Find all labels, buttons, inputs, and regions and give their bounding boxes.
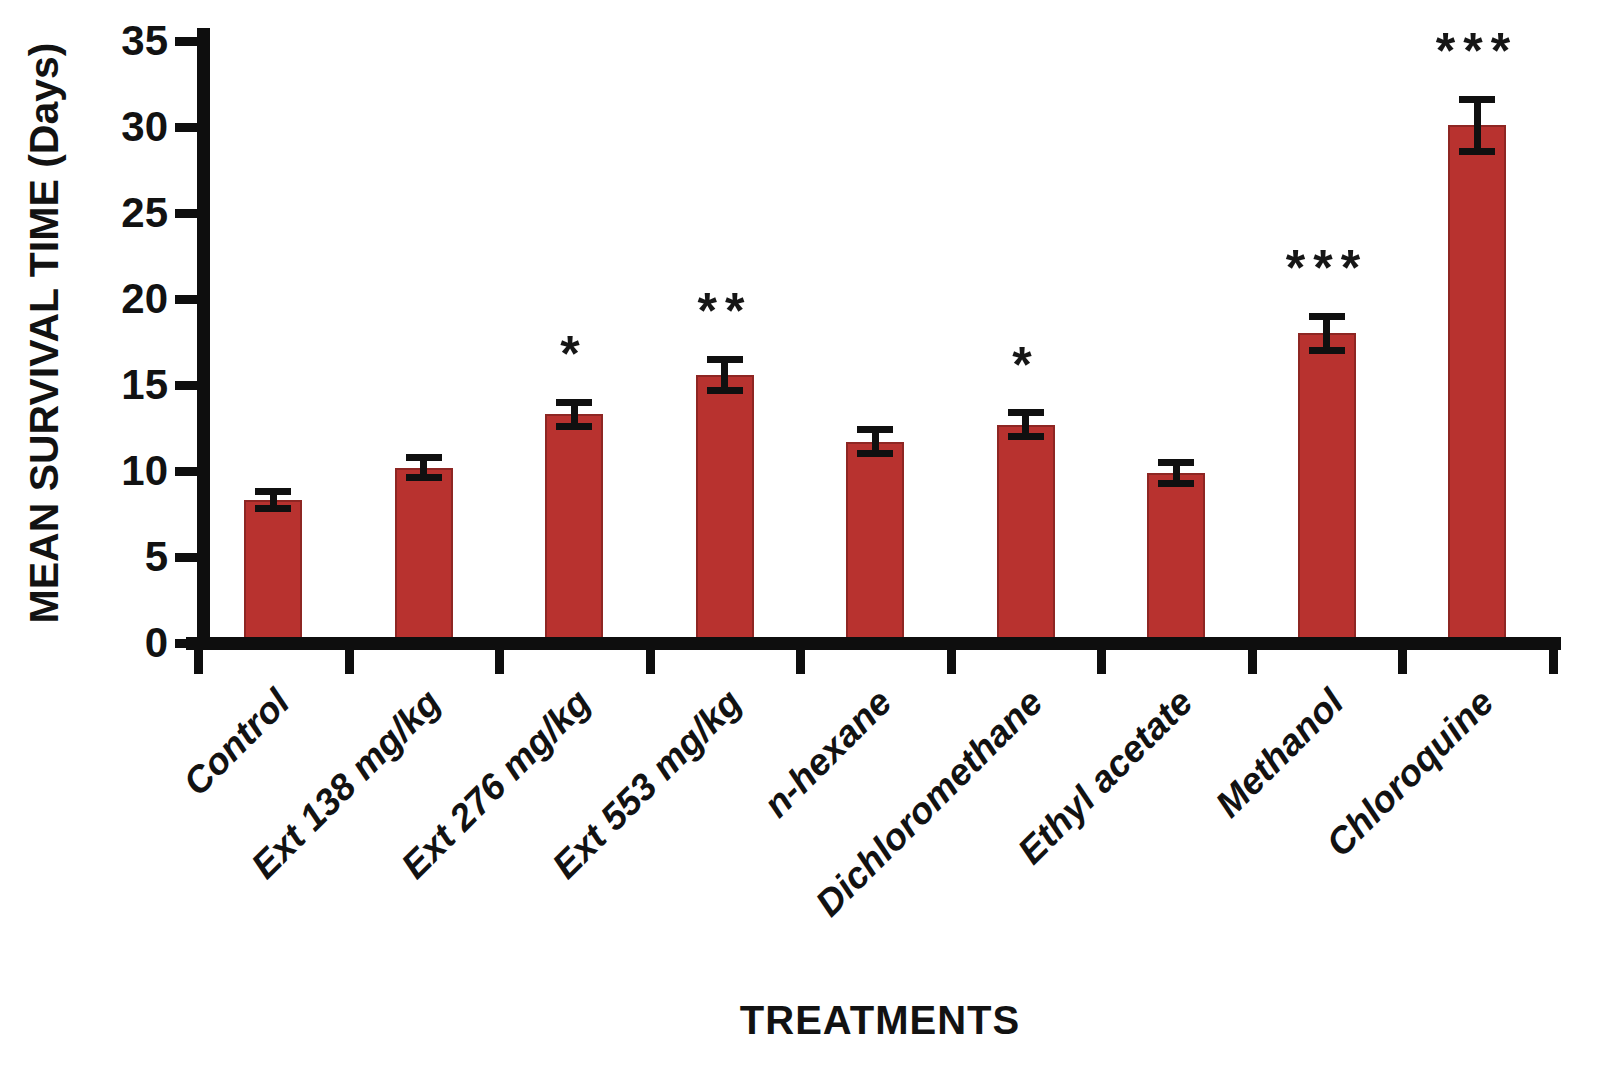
y-tick — [175, 381, 199, 390]
y-tick — [175, 639, 199, 648]
y-tick — [175, 123, 199, 132]
error-bar-cap-bottom — [857, 450, 893, 457]
error-bar-cap-bottom — [1008, 433, 1044, 440]
bar — [395, 468, 453, 641]
error-bar-cap-bottom — [1309, 347, 1345, 354]
y-tick — [175, 209, 199, 218]
y-tick-label: 35 — [28, 15, 168, 67]
error-bar-cap-top — [707, 356, 743, 363]
y-tick — [175, 295, 199, 304]
significance-stars: *** — [1387, 21, 1567, 81]
x-tick — [1549, 648, 1558, 674]
error-bar-line — [1323, 316, 1330, 350]
error-bar-cap-top — [556, 399, 592, 406]
significance-stars: * — [936, 335, 1116, 395]
bar — [545, 414, 603, 641]
bar — [997, 425, 1055, 641]
error-bar-cap-bottom — [1459, 148, 1495, 155]
error-bar-cap-top — [1459, 96, 1495, 103]
y-tick-label: 25 — [28, 187, 168, 239]
error-bar-cap-bottom — [255, 505, 291, 512]
y-tick-label: 5 — [28, 531, 168, 583]
error-bar-cap-bottom — [707, 387, 743, 394]
x-tick — [1248, 648, 1257, 674]
y-tick — [175, 467, 199, 476]
y-tick-label: 0 — [28, 617, 168, 669]
x-tick — [345, 648, 354, 674]
bar — [1298, 333, 1356, 641]
y-tick — [175, 37, 199, 46]
y-tick-label: 15 — [28, 359, 168, 411]
error-bar-cap-top — [255, 488, 291, 495]
error-bar-line — [1474, 99, 1481, 151]
error-bar-cap-top — [857, 426, 893, 433]
bar — [1147, 473, 1205, 641]
chart-figure: MEAN SURVIVAL TIME (Days) 05101520253035… — [0, 0, 1600, 1081]
error-bar-cap-bottom — [1158, 480, 1194, 487]
error-bar-cap-bottom — [556, 423, 592, 430]
bar — [244, 500, 302, 641]
y-tick — [175, 553, 199, 562]
x-tick — [1097, 648, 1106, 674]
error-bar-cap-bottom — [406, 474, 442, 481]
bar — [846, 442, 904, 641]
y-tick-label: 30 — [28, 101, 168, 153]
y-tick-label: 10 — [28, 445, 168, 497]
x-tick — [947, 648, 956, 674]
x-tick — [796, 648, 805, 674]
x-tick — [194, 648, 203, 674]
x-tick — [1398, 648, 1407, 674]
error-bar-cap-top — [1008, 409, 1044, 416]
error-bar-cap-top — [406, 454, 442, 461]
x-axis-line — [186, 637, 1561, 650]
error-bar-line — [721, 359, 728, 390]
bar — [696, 375, 754, 641]
bar — [1448, 125, 1506, 641]
significance-stars: *** — [1237, 238, 1417, 298]
y-tick-label: 20 — [28, 273, 168, 325]
error-bar-cap-top — [1309, 313, 1345, 320]
x-tick — [495, 648, 504, 674]
significance-stars: ** — [635, 281, 815, 341]
x-axis-title: TREATMENTS — [580, 996, 1180, 1044]
error-bar-cap-top — [1158, 459, 1194, 466]
plot-area: 05101520253035ControlExt 138 mg/kg*Ext 2… — [0, 0, 1600, 1081]
x-tick — [646, 648, 655, 674]
